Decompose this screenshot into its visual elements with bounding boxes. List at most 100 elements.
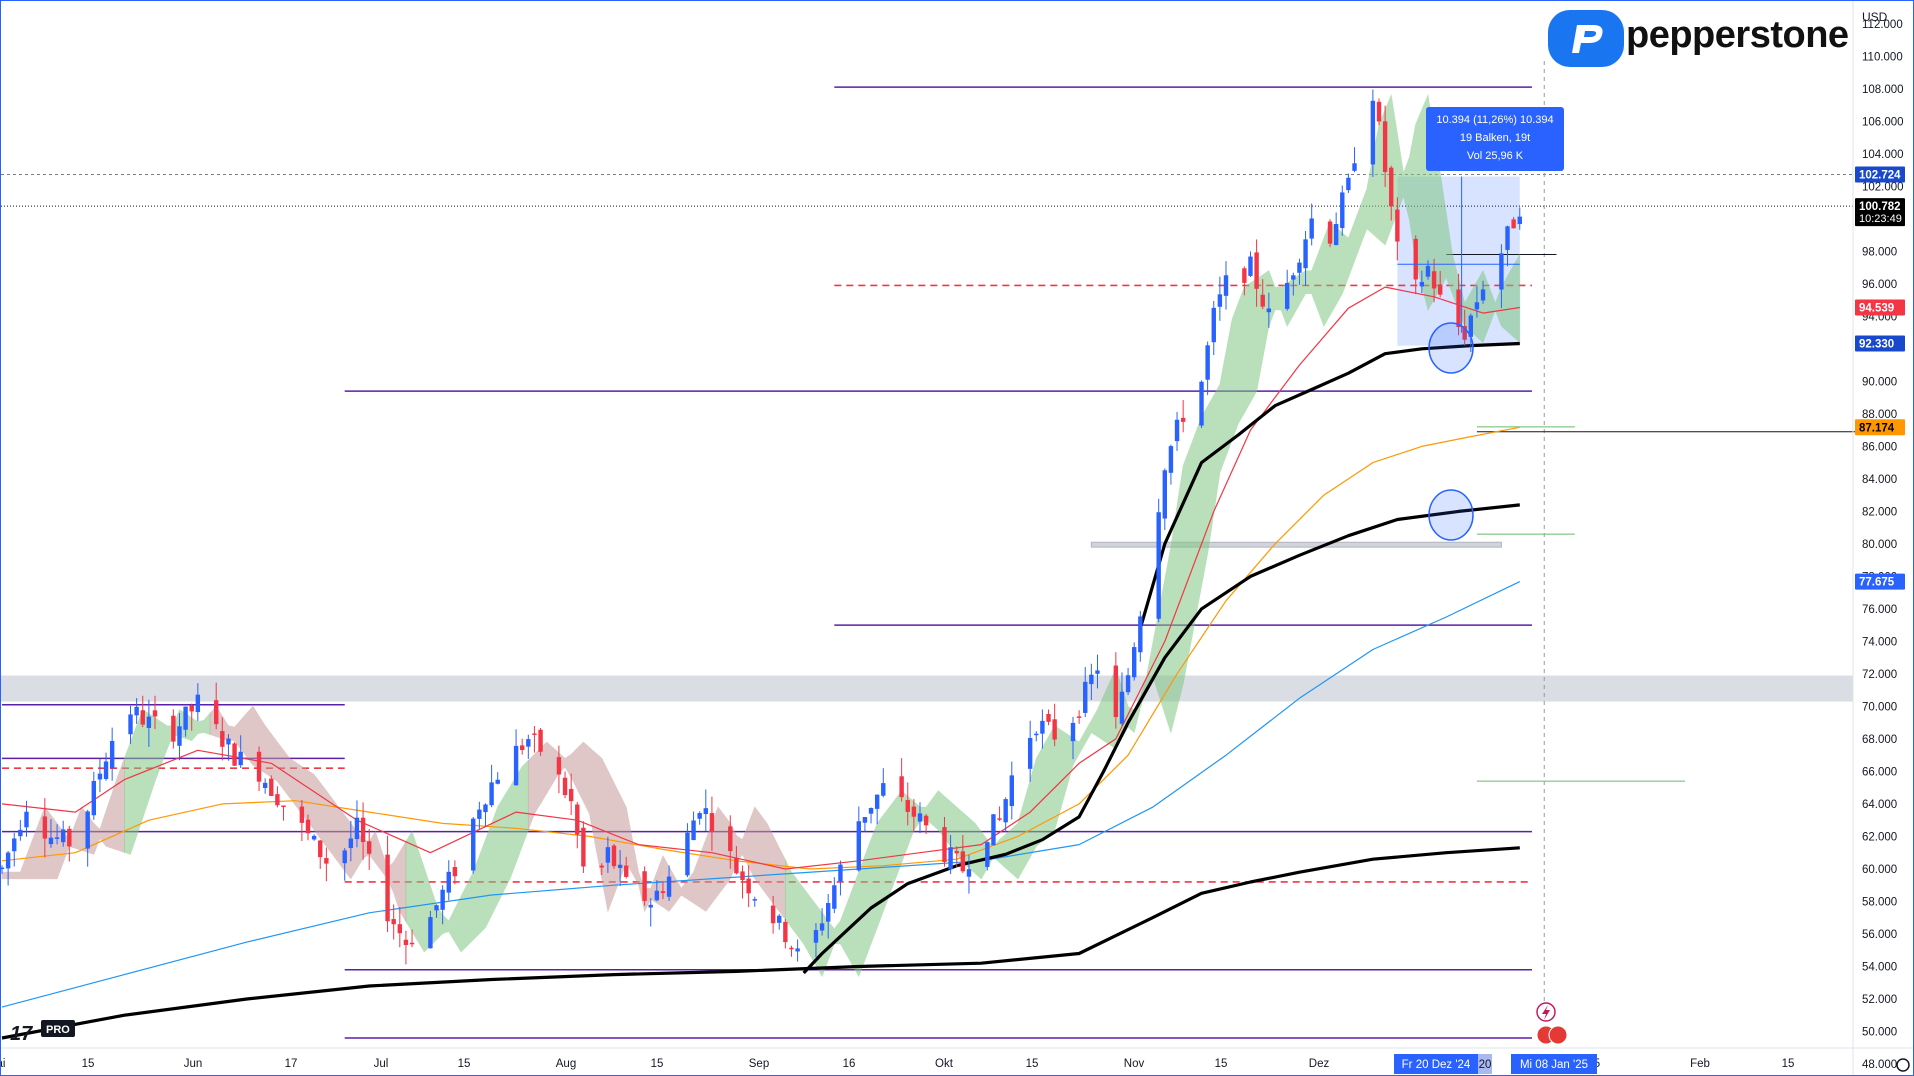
ema-black-100-line [802, 503, 1520, 975]
settings-icon[interactable] [1896, 1058, 1910, 1072]
annotation-layer [1428, 322, 1474, 541]
candle-body [985, 842, 990, 867]
us-flag-icon-2[interactable] [1548, 1025, 1568, 1045]
candle-body [777, 915, 782, 923]
candle-body [324, 858, 329, 864]
price-axis[interactable]: USD 48.000 50.000 52.000 54.000 56.000 58.000… [1862, 10, 1904, 1071]
candle-body [1223, 275, 1229, 296]
price-tick-label: 90.000 [1862, 376, 1897, 388]
candle-body [109, 740, 115, 769]
candle-body [617, 864, 623, 868]
price-tick-label: 68.000 [1862, 734, 1897, 746]
candle-body [471, 818, 476, 871]
candle-body [954, 851, 959, 854]
candle-body [1370, 100, 1376, 165]
candle-body [599, 865, 604, 868]
time-tick-label: Jul [374, 1058, 389, 1070]
candle-body [997, 818, 1002, 820]
candle-body [97, 773, 103, 780]
candle-body [91, 780, 96, 816]
ema-cloud-3 [405, 759, 529, 953]
candle-body [195, 694, 201, 713]
price-label-box [1855, 419, 1905, 436]
time-tick-label: 15 [1782, 1058, 1795, 1070]
candle-body [42, 816, 48, 839]
candle-body [348, 838, 354, 849]
price-tick-label: 80.000 [1862, 539, 1897, 551]
candle-body [881, 783, 886, 796]
candle-body [648, 904, 653, 908]
time-tick-label: 15 [1026, 1058, 1039, 1070]
price-tick-label: 60.000 [1862, 864, 1897, 876]
candle-body [562, 777, 568, 796]
candle-body [1027, 737, 1033, 769]
candle-body [134, 706, 139, 716]
candle-body [1113, 665, 1119, 718]
candle-body [275, 794, 280, 806]
candle-body [1266, 308, 1272, 313]
candle-body [685, 832, 690, 876]
ema-black-200-line [1, 846, 1520, 1040]
candle-body [1095, 670, 1100, 674]
candle-body [305, 819, 311, 834]
candle-body [1180, 417, 1186, 422]
candle-body [85, 811, 90, 849]
candle-body [691, 820, 696, 841]
measure-change: 10.394 (11,26%) 10.394 [1436, 114, 1554, 126]
price-label-text: 87.174 [1859, 422, 1895, 434]
currency-label[interactable]: USD [1862, 10, 1888, 24]
candle-body [391, 919, 396, 925]
time-tick-label: 16 [843, 1058, 856, 1070]
price-tick-label: 58.000 [1862, 896, 1897, 908]
candle-body [1333, 224, 1339, 246]
candle-body [67, 828, 72, 847]
event-icons[interactable] [1536, 1002, 1910, 1072]
lightning-glyph-icon [1542, 1005, 1550, 1020]
candle-body [367, 841, 372, 854]
candle-body [1052, 719, 1057, 740]
candle-body [483, 804, 488, 813]
candle-body [183, 706, 188, 730]
candle-body [1438, 284, 1443, 295]
candle-body [226, 738, 231, 745]
candle-body [1419, 281, 1425, 287]
candle-body [1474, 302, 1480, 310]
candle-body [489, 782, 494, 806]
candle-body [146, 716, 152, 728]
price-tick-label: 110.000 [1862, 51, 1903, 63]
candle-body [856, 821, 861, 871]
price-tick-label: 70.000 [1862, 701, 1897, 713]
candle-body [1119, 691, 1125, 724]
time-tick-label: Dez [1309, 1058, 1330, 1070]
candle-body [385, 854, 390, 922]
candle-body [1083, 681, 1088, 713]
candle-body [1376, 101, 1382, 122]
ema-red-line [1, 286, 1520, 870]
candle-body [1499, 253, 1504, 290]
candle-body [1431, 271, 1437, 289]
candle-body [568, 788, 574, 802]
price-tick-label: 54.000 [1862, 961, 1897, 973]
ema-cloud-1 [124, 709, 211, 855]
candle-body [813, 930, 819, 943]
candle-body [770, 905, 776, 924]
candle-body [434, 905, 439, 911]
candle-body [923, 815, 929, 826]
price-tick-label: 84.000 [1862, 474, 1897, 486]
price-tick-label: 106.000 [1862, 116, 1904, 128]
candle-body [1389, 167, 1394, 207]
candle-body [1217, 294, 1223, 307]
candle-body [177, 726, 182, 746]
candle-body [556, 757, 562, 775]
candle-body [428, 917, 433, 949]
candle-body [991, 814, 996, 846]
time-highlight-right-box [1511, 1054, 1597, 1074]
price-tick-label: 76.000 [1862, 604, 1897, 616]
time-tick-label: 15 [82, 1058, 95, 1070]
logo-p-mark-icon [1572, 25, 1603, 53]
candle-body [1382, 121, 1388, 173]
time-highlight-left: Fr 20 Dez '24 [1402, 1059, 1471, 1071]
ema-cloud-layer [1, 93, 1521, 978]
